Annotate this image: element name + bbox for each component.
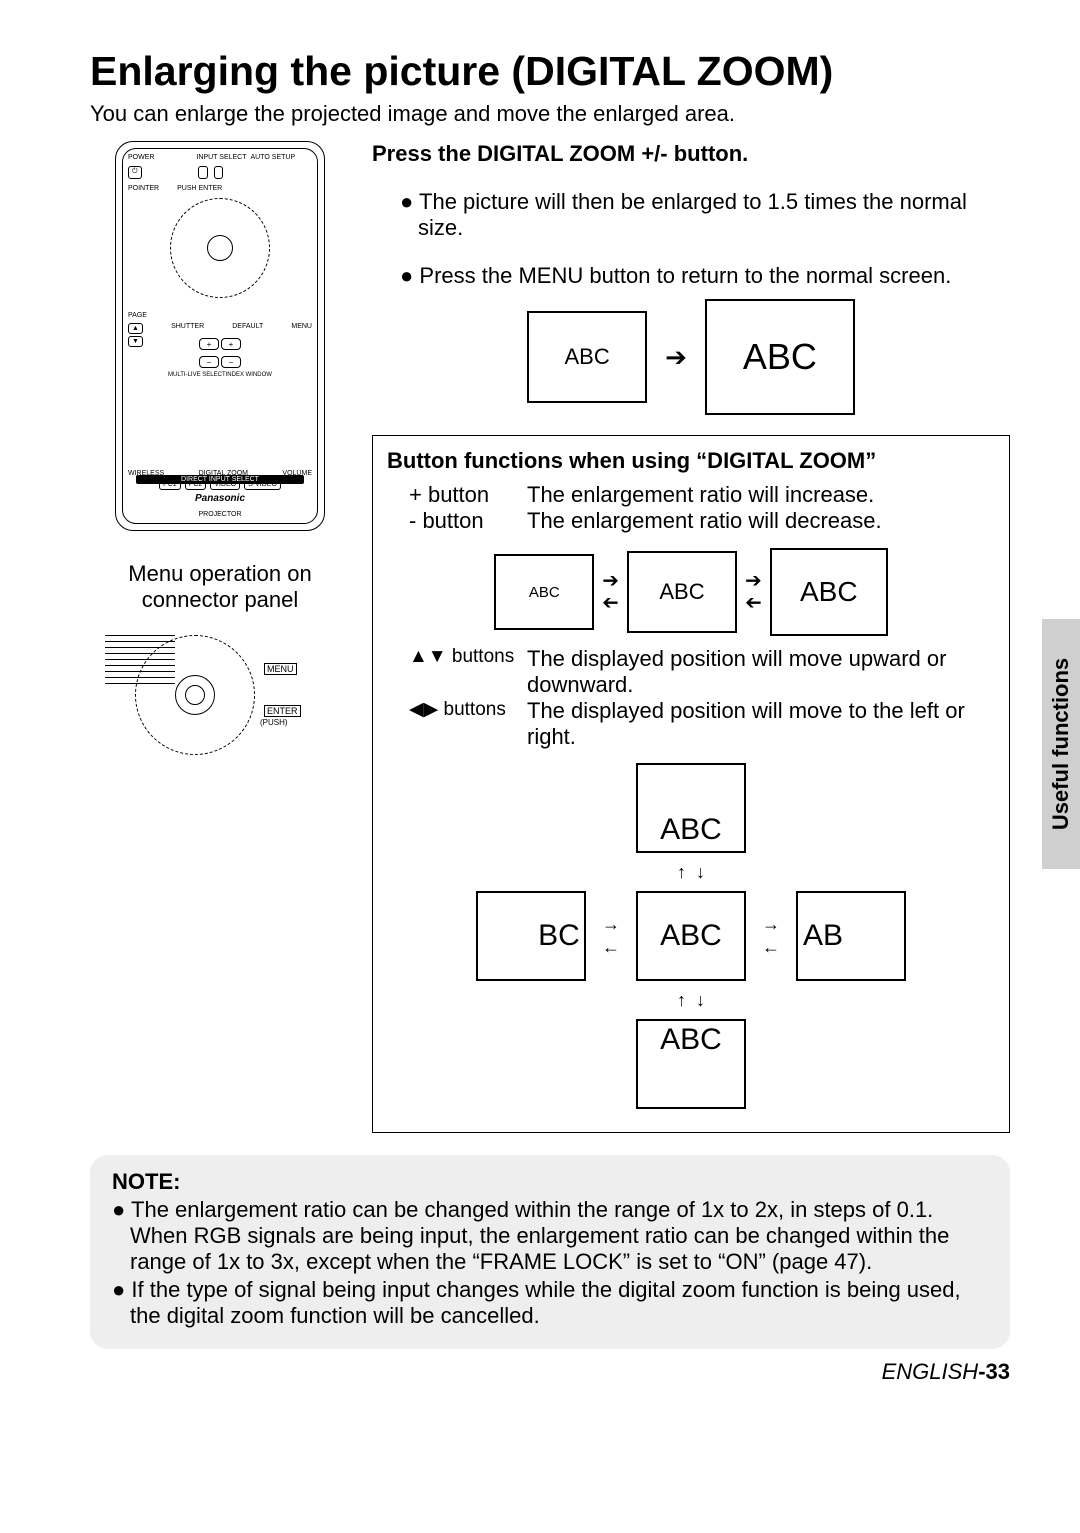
plus-button-icon: + [199,338,219,350]
arrow-right-icon: ➔ [665,342,687,373]
ratio-box-2: ABC [627,551,737,633]
connector-panel-illustration: MENU ENTER (PUSH) [105,625,335,795]
step-heading: Press the DIGITAL ZOOM +/- button. [372,141,1010,167]
ratio-sequence: ABC ➔➔ ABC ➔➔ ABC [387,548,995,636]
horiz-arrows-icon: →← [602,914,620,958]
remote-projector-label: PROJECTOR [116,511,324,518]
page-footer: ENGLISH-33 [90,1359,1010,1385]
note-heading: NOTE: [112,1169,988,1195]
remote-auto-setup-label: AUTO SETUP [251,154,296,162]
remote-input-select-label: INPUT SELECT [196,154,246,162]
remote-control-illustration: POWER INPUT SELECT AUTO SETUP ⏻ POINTER … [115,141,325,531]
button-functions-frame: Button functions when using “DIGITAL ZOO… [372,435,1010,1133]
remote-down-icon: ▼ [128,336,143,347]
remote-push-enter-label: PUSH ENTER [177,185,222,193]
vert-arrows-icon: ↑↓ [677,990,705,1011]
remote-page-label: PAGE [128,312,147,319]
remote-dpad [170,198,270,298]
remote-default-label: DEFAULT [232,323,263,334]
side-tab: Useful functions [1042,619,1080,869]
position-cross-diagram: ABC ↑↓ BC →← ABC →← AB ↑↓ ABC [387,758,995,1114]
minus-button-icon: − [221,356,241,368]
zoom-after-box: ABC [705,299,855,415]
zoom-example-row: ABC ➔ ABC [372,299,1010,415]
remote-shutter-label: SHUTTER [171,323,204,334]
menu-operation-label: Menu operation on connector panel [90,561,350,613]
cross-left-box: BC [476,891,586,981]
updown-button-desc: The displayed position will move upward … [527,646,995,698]
leftright-button-desc: The displayed position will move to the … [527,698,995,750]
cross-right-box: AB [796,891,906,981]
minus-button-label: - button [409,508,527,534]
panel-push-label: (PUSH) [260,718,288,727]
remote-btn [214,166,224,178]
remote-btn [198,166,208,178]
step-bullet-2: ● Press the MENU button to return to the… [400,263,1010,289]
functions-heading: Button functions when using “DIGITAL ZOO… [387,448,995,474]
footer-page-number: -33 [978,1359,1010,1384]
zoom-before-box: ABC [527,311,647,403]
updown-button-label: ▲▼ buttons [409,646,527,698]
dual-arrow-icon: ➔➔ [602,571,619,613]
ratio-box-3: ABC [770,548,888,636]
remote-power-label: POWER [128,154,154,162]
plus-button-icon: + [221,338,241,350]
vert-arrows-icon: ↑↓ [677,862,705,883]
minus-button-icon: − [199,356,219,368]
panel-menu-label: MENU [264,663,297,675]
ratio-box-1: ABC [494,554,594,630]
footer-language: ENGLISH [882,1359,979,1384]
note-box: NOTE: ● The enlargement ratio can be cha… [90,1155,1010,1349]
cross-bottom-box: ABC [636,1019,746,1109]
step-bullet-1: ● The picture will then be enlarged to 1… [400,189,1010,241]
plus-button-desc: The enlargement ratio will increase. [527,482,995,508]
note-item-2: ● If the type of signal being input chan… [112,1277,988,1329]
remote-up-icon: ▲ [128,323,143,334]
remote-multi-label: MULTI-LIVE SELECT [168,372,226,378]
remote-pointer-label: POINTER [128,185,159,193]
remote-menu-label: MENU [291,323,312,334]
cross-top-box: ABC [636,763,746,853]
minus-button-desc: The enlargement ratio will decrease. [527,508,995,534]
remote-index-label: INDEX WINDOW [226,372,272,378]
horiz-arrows-icon: →← [762,914,780,958]
plus-button-label: + button [409,482,527,508]
remote-direct-input-bar: DIRECT INPUT SELECT [136,475,304,484]
leftright-button-label: ◀▶ buttons [409,698,527,750]
panel-enter-label: ENTER [264,705,301,717]
cross-center-box: ABC [636,891,746,981]
intro-text: You can enlarge the projected image and … [90,101,1010,127]
page-title: Enlarging the picture (DIGITAL ZOOM) [90,48,1010,95]
power-icon: ⏻ [128,166,142,178]
dual-arrow-icon: ➔➔ [745,571,762,613]
remote-brand: Panasonic [116,493,324,504]
note-item-1: ● The enlargement ratio can be changed w… [112,1197,988,1275]
